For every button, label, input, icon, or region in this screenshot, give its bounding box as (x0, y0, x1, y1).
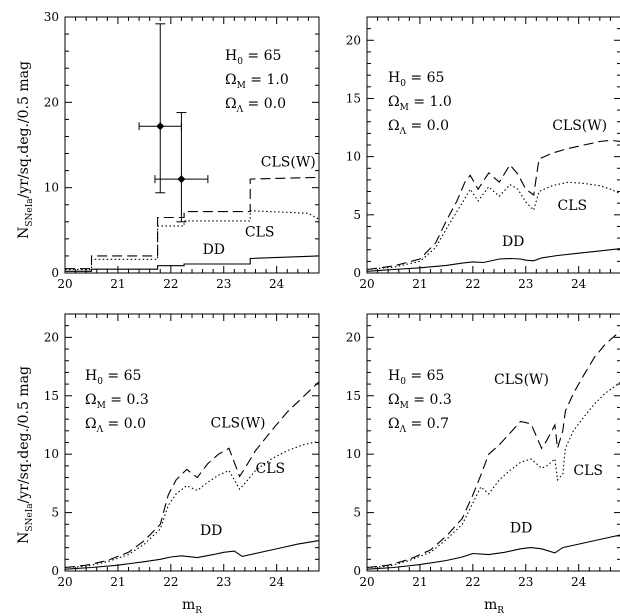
y-tick-label: 5 (353, 506, 361, 520)
x-tick-label: 23 (216, 575, 231, 589)
y-tick-label: 20 (346, 330, 361, 344)
panel-bottom-right: 20 21 22 23 24 0 5 10 15 20 CLS(W) CLS DD H0 = 65 ΩM =… (346, 313, 620, 589)
panel-top-right: 20 21 22 23 24 0 5 10 15 20 CLS(W) CLS DD H0 = 65 ΩM =… (346, 16, 620, 291)
series-label-cls: CLS (256, 461, 286, 477)
series-cls-line (366, 381, 620, 569)
series-label-cls-w: CLS(W) (211, 415, 266, 431)
x-axis-label-left: mR (182, 597, 202, 616)
y-tick-label: 15 (44, 389, 59, 403)
plot-frame (366, 313, 620, 572)
series-label-dd: DD (203, 242, 225, 258)
x-tick-label: 21 (412, 575, 427, 589)
parameter-annotation: ΩΛ = 0.0 (225, 96, 286, 115)
y-tick-label: 0 (353, 266, 361, 280)
series-cls-line (366, 181, 620, 271)
series-label-dd: DD (510, 520, 532, 536)
x-tick-label: 20 (359, 575, 374, 589)
y-tick-label: 10 (44, 447, 59, 461)
series-cls-line (64, 440, 320, 569)
point-marker (177, 175, 186, 184)
series-cls-line (65, 210, 320, 271)
x-tick-label: 22 (465, 277, 480, 291)
y-tick-label: 0 (353, 564, 361, 578)
y-axis-label-top: NSNeIa/yr/sq.deg./0.5 mag (16, 61, 35, 239)
series-cls-w-line (64, 381, 320, 569)
y-tick-label: 10 (44, 181, 59, 195)
parameter-annotation: ΩΛ = 0.0 (388, 118, 449, 137)
y-tick-label: 10 (346, 447, 361, 461)
x-tick-label: 22 (163, 575, 178, 589)
y-tick-label: 15 (346, 389, 361, 403)
parameter-annotation: ΩM = 0.3 (388, 392, 452, 411)
y-axis-label-bottom: NSNeIa/yr/sq.deg./0.5 mag (16, 366, 35, 544)
parameter-annotation: H0 = 65 (388, 368, 444, 387)
x-tick-label: 23 (216, 277, 231, 291)
y-tick-label: 5 (353, 208, 361, 222)
y-tick-label: 30 (44, 10, 59, 24)
series-label-cls-w: CLS(W) (494, 372, 549, 388)
y-tick-label: 15 (346, 91, 361, 105)
y-tick-label: 20 (44, 330, 59, 344)
series-label-cls: CLS (245, 224, 275, 240)
x-tick-label: 23 (518, 277, 533, 291)
y-tick-label: 0 (51, 564, 59, 578)
x-tick-label: 22 (163, 277, 178, 291)
parameter-annotation: H0 = 65 (225, 48, 281, 67)
series-label-cls-w: CLS(W) (552, 118, 607, 134)
series-cls-w-line (366, 330, 620, 569)
series-dd-line (65, 255, 320, 272)
parameter-annotation: ΩM = 1.0 (225, 72, 289, 91)
series-label-cls: CLS (573, 463, 603, 479)
parameter-annotation: H0 = 65 (388, 70, 444, 89)
y-tick-label: 10 (346, 150, 361, 164)
series-label-dd: DD (502, 234, 524, 250)
x-tick-label: 21 (110, 575, 125, 589)
x-tick-label: 24 (571, 277, 587, 291)
x-tick-label: 24 (269, 575, 285, 589)
y-tick-label: 20 (346, 33, 361, 47)
y-tick-label: 0 (51, 266, 59, 280)
series-dd-line (366, 534, 620, 570)
panel-top-left: 20 21 22 23 24 0 10 20 30 CLS(W) CLS DD H0 = 65 ΩM = … (44, 10, 320, 291)
y-tick-label: 5 (51, 506, 59, 520)
plot-frame (366, 16, 620, 274)
point-marker (156, 122, 165, 131)
x-tick-label: 22 (465, 575, 480, 589)
series-label-cls-w: CLS(W) (261, 154, 316, 170)
series-cls-w-line (366, 139, 620, 271)
parameter-annotation: ΩΛ = 0.0 (85, 416, 146, 435)
x-tick-label: 20 (359, 277, 374, 291)
parameter-annotation: ΩM = 0.3 (85, 392, 149, 411)
x-tick-label: 24 (571, 575, 587, 589)
series-cls-w-line (65, 176, 320, 270)
parameter-annotation: ΩM = 1.0 (388, 94, 452, 113)
x-tick-label: 20 (57, 575, 72, 589)
panel-bottom-left: 20 21 22 23 24 0 5 10 15 20 CLS(W) CLS DD H0 = 65 ΩM =… (44, 313, 320, 589)
x-tick-label: 23 (518, 575, 533, 589)
x-axis-label-right: mR (484, 597, 504, 616)
x-tick-label: 21 (110, 277, 125, 291)
x-tick-label: 24 (269, 277, 285, 291)
series-label-dd: DD (200, 523, 222, 539)
data-point (138, 23, 182, 194)
x-tick-label: 20 (57, 277, 72, 291)
parameter-annotation: H0 = 65 (85, 368, 141, 387)
parameter-annotation: ΩΛ = 0.7 (388, 416, 449, 435)
series-dd-line (366, 248, 620, 272)
plot-frame (64, 313, 320, 572)
x-tick-label: 21 (412, 277, 427, 291)
series-dd-line (64, 540, 320, 570)
series-label-cls: CLS (558, 198, 588, 214)
y-tick-label: 20 (44, 95, 59, 109)
data-point (154, 112, 209, 223)
